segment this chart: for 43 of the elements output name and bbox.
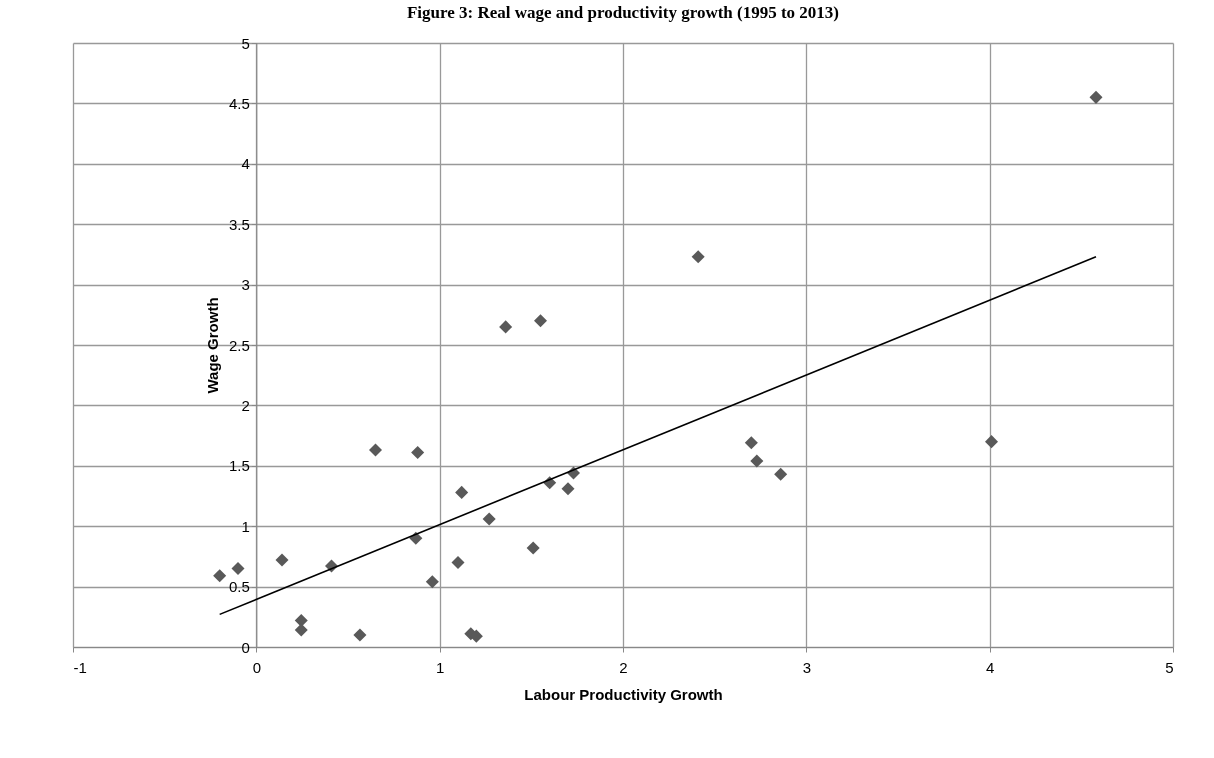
- point: [368, 443, 383, 457]
- point: [411, 445, 425, 460]
- y-tick-label: 0.5: [228, 578, 250, 596]
- x-tick-label: 3: [802, 658, 812, 676]
- chart-title: Figure 3: Real wage and productivity growth (1995 to 2013): [406, 3, 840, 22]
- point: [744, 436, 758, 450]
- point: [294, 613, 308, 627]
- point: [526, 541, 540, 555]
- y-tick-label: 4.5: [228, 94, 250, 112]
- y-tick-label: 1.5: [228, 457, 250, 475]
- point: [482, 512, 496, 526]
- point: [231, 561, 245, 575]
- y-tick-label: 1: [241, 517, 250, 535]
- x-tick-label: 4: [985, 658, 995, 676]
- y-tick-label: 2.5: [228, 336, 250, 354]
- point: [294, 623, 308, 637]
- point: [353, 628, 367, 642]
- y-tick-label: 3.5: [228, 215, 250, 233]
- point: [1089, 90, 1103, 104]
- point: [213, 569, 227, 583]
- point: [425, 575, 439, 589]
- point: [533, 314, 548, 328]
- point: [455, 485, 469, 499]
- point: [691, 250, 705, 264]
- point: [750, 454, 764, 468]
- x-tick-label: 0: [252, 658, 262, 676]
- point: [275, 553, 289, 567]
- point: [984, 435, 999, 449]
- x-tick-label: 5: [1165, 658, 1174, 676]
- y-tick-label: 4: [241, 155, 250, 173]
- x-axis-title: Labour Productivity Growth: [524, 685, 723, 703]
- y-axis-title: Wage Growth: [203, 297, 221, 394]
- point: [774, 467, 788, 481]
- y-tick-label: 5: [241, 34, 250, 52]
- point: [561, 482, 575, 496]
- y-tick-label: 3: [241, 276, 250, 294]
- point: [451, 555, 465, 569]
- x-tick-label: 1: [435, 658, 445, 676]
- point: [499, 320, 513, 334]
- y-tick-label: 2: [241, 396, 250, 414]
- y-tick-label: 0: [241, 638, 250, 656]
- x-tick-label: 2: [619, 658, 628, 676]
- x-tick-label: -1: [73, 658, 87, 676]
